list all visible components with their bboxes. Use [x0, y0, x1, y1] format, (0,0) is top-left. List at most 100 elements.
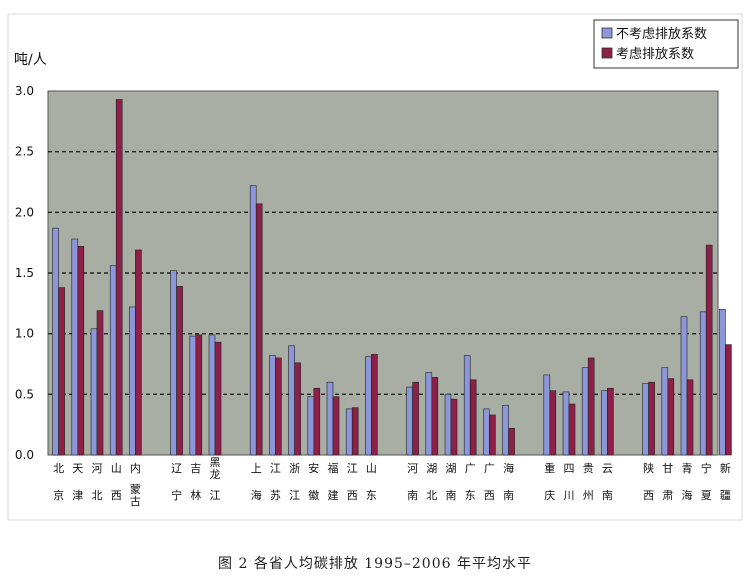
x-tick-label: 江 [347, 462, 358, 475]
bar-series-2 [371, 353, 378, 456]
bar-series-1 [406, 386, 413, 456]
figure-caption: 图 2 各省人均碳排放 1995–2006 年平均水平 [218, 556, 532, 572]
x-tick-label: 东 [366, 489, 377, 502]
x-tick-label: 贵 [583, 462, 594, 475]
x-tick-label: 海 [503, 461, 514, 475]
x-tick-label: 河 [407, 462, 418, 475]
bar-series-1 [601, 390, 608, 456]
x-tick-label: 新 [720, 461, 731, 475]
bar-series-1 [170, 270, 177, 456]
bar-series-1 [642, 383, 649, 456]
y-tick-label: 0.5 [15, 387, 34, 401]
bar-series-2 [412, 381, 419, 456]
bar-series-1 [661, 367, 669, 456]
x-tick-label: 陕 [643, 461, 654, 475]
x-tick-label: 林 [190, 488, 201, 502]
bar-series-2 [568, 403, 576, 456]
x-tick-label: 海 [682, 488, 693, 502]
x-tick-label: 云 [602, 462, 613, 475]
x-tick-label: 京 [53, 488, 64, 502]
x-tick-label: 山 [366, 462, 377, 475]
x-tick-label: 东 [465, 489, 476, 502]
x-tick-label: 甘 [662, 462, 673, 475]
bar-series-1 [425, 372, 433, 456]
x-tick-label: 苏 [270, 489, 281, 502]
bar-series-1 [109, 265, 117, 456]
x-tick-label: 龙 [210, 468, 221, 481]
bar-series-2 [58, 287, 65, 456]
y-tick-label: 0.0 [15, 448, 34, 462]
bar-series-2 [294, 362, 301, 456]
x-tick-label: 宁 [701, 461, 712, 475]
x-tick-label: 西 [347, 489, 358, 502]
bar-series-2 [508, 428, 515, 456]
bar-series-2 [725, 344, 732, 456]
bar-series-2 [195, 334, 203, 456]
bar-series-2 [587, 357, 595, 456]
bar-series-1 [208, 334, 216, 456]
y-tick-label: 3.0 [15, 84, 34, 98]
x-tick-label: 吉 [190, 462, 201, 475]
x-tick-label: 夏 [701, 489, 712, 502]
bar-series-1 [463, 355, 471, 456]
bar-series-2 [469, 379, 477, 456]
x-tick-label: 北 [53, 462, 64, 475]
bar-series-2 [77, 246, 85, 456]
legend-label-series-1: 不考虑排放系数 [616, 27, 707, 42]
bar-series-2 [313, 387, 321, 456]
x-tick-label: 辽 [171, 462, 182, 475]
x-tick-label: 津 [72, 489, 83, 502]
x-tick-label: 湖 [446, 462, 457, 475]
bars [52, 99, 732, 456]
bar-series-1 [129, 306, 136, 456]
bar-series-2 [96, 310, 104, 456]
bar-series-1 [719, 309, 726, 456]
bar-series-2 [431, 377, 439, 456]
bar-series-1 [581, 367, 589, 456]
x-tick-label: 重 [544, 461, 555, 475]
x-tick-label: 江 [289, 489, 300, 502]
bar-series-2 [115, 99, 123, 456]
x-tick-label: 蒙 [130, 483, 141, 496]
x-tick-label: 肃 [662, 489, 673, 502]
x-tick-label: 河 [92, 462, 103, 475]
bar-series-1 [90, 328, 98, 456]
legend: 不考虑排放系数 考虑排放系数 [593, 19, 739, 69]
legend-swatch-series-1 [601, 27, 613, 39]
x-tick-label: 青 [682, 462, 693, 475]
x-tick-label: 黑 [210, 456, 221, 469]
x-tick-label: 疆 [720, 489, 731, 502]
bar-series-1 [483, 408, 490, 456]
x-tick-label: 天 [72, 462, 83, 475]
x-tick-label: 上 [251, 462, 262, 475]
bar-series-2 [686, 379, 694, 456]
chart: 0.00.51.01.52.02.53.0 北京天津河北山西内蒙古辽宁吉林黑龙江… [7, 13, 743, 521]
x-tick-label: 四 [564, 462, 575, 475]
x-tick-label: 广 [484, 462, 495, 475]
y-tick-label: 2.0 [15, 205, 34, 219]
x-tick-label: 广 [465, 462, 476, 475]
bar-series-2 [135, 249, 142, 456]
y-axis-ticks: 0.0 0.5 1.0 1.5 2.0 2.5 3.0 [15, 84, 34, 462]
x-tick-label: 宁 [171, 488, 182, 502]
x-axis-labels: 北京天津河北山西内蒙古辽宁吉林黑龙江上海江苏浙江安徽福建江西山东河南湖北湖南广东… [53, 456, 731, 508]
x-tick-label: 南 [407, 489, 418, 502]
bar-series-1 [189, 335, 197, 456]
bar-series-2 [450, 398, 458, 456]
bar-series-2 [332, 396, 340, 456]
bar-series-2 [667, 378, 675, 456]
bar-series-1 [249, 185, 257, 456]
x-tick-label: 江 [210, 489, 221, 502]
legend-swatch-series-2 [601, 47, 613, 59]
x-tick-label: 西 [111, 489, 122, 502]
x-tick-label: 浙 [289, 462, 300, 475]
bar-series-1 [699, 311, 707, 456]
bar-series-2 [489, 414, 496, 456]
x-tick-label: 北 [426, 489, 437, 502]
bar-series-2 [549, 390, 557, 456]
y-tick-label: 1.0 [15, 327, 34, 341]
x-tick-label: 江 [270, 462, 281, 475]
x-tick-label: 福 [328, 461, 339, 475]
x-tick-label: 南 [602, 489, 613, 502]
bar-series-1 [71, 238, 79, 456]
